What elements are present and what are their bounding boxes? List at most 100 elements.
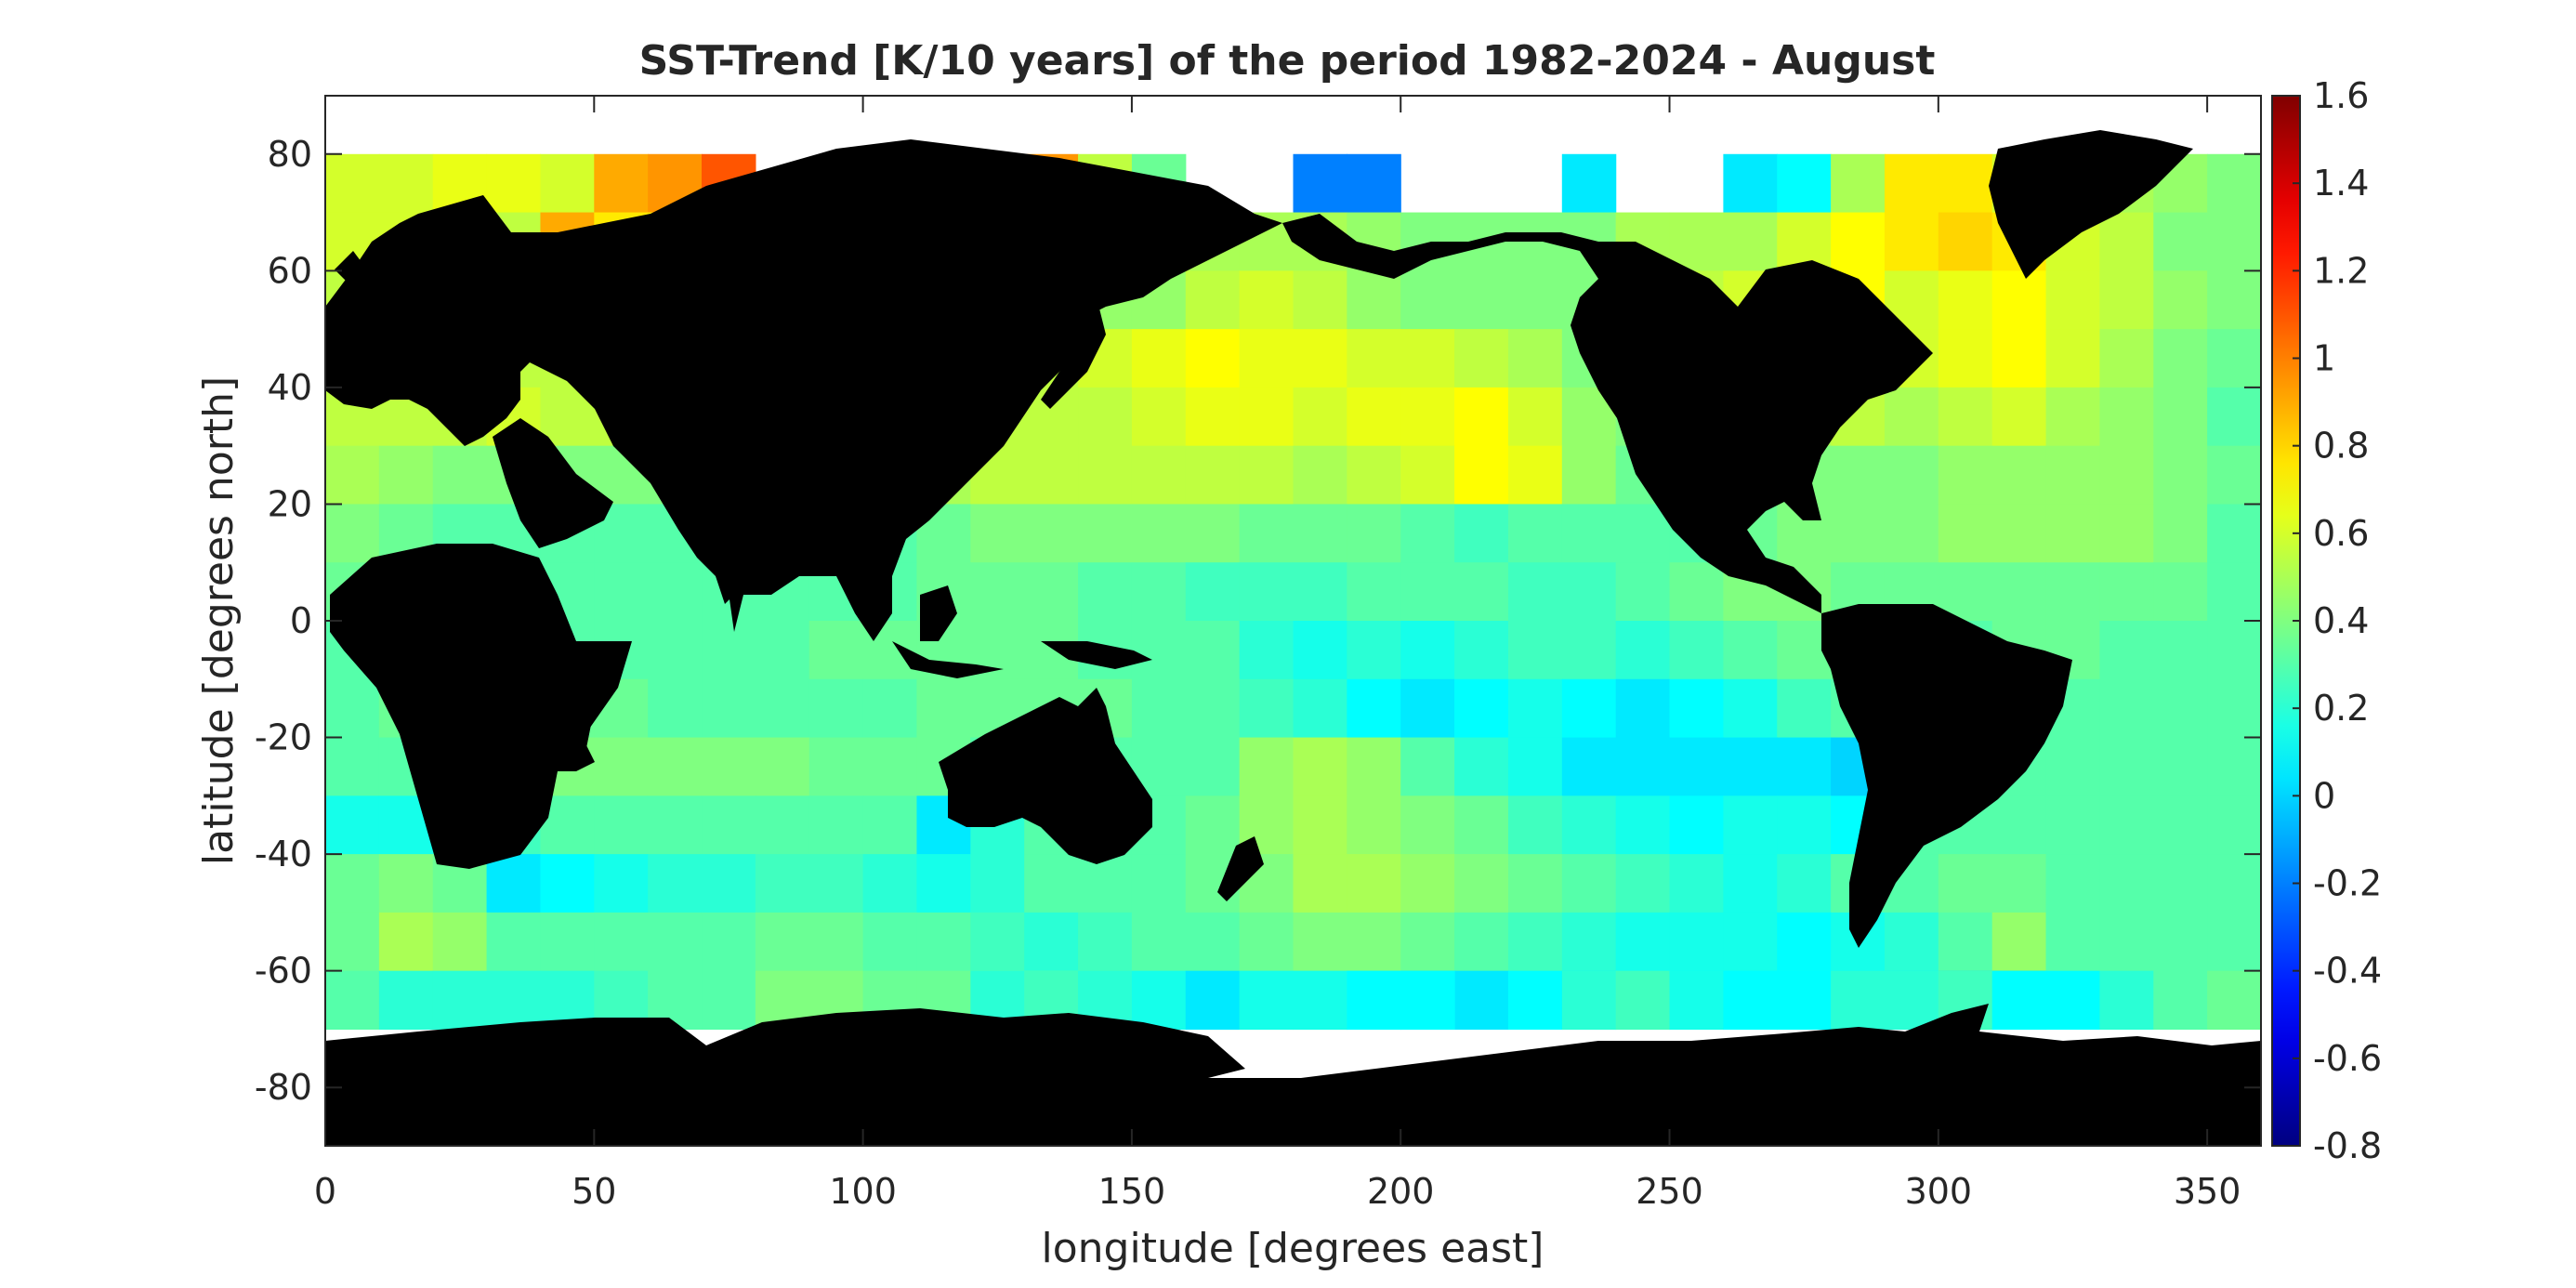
heatmap-cell xyxy=(1884,504,1939,563)
heatmap-cell xyxy=(1185,270,1241,330)
heatmap-cell xyxy=(2207,562,2261,622)
heatmap-cell xyxy=(1777,854,1832,913)
heatmap-cell xyxy=(1185,621,1241,680)
heatmap-cell xyxy=(1347,912,1401,972)
heatmap-cell xyxy=(862,737,918,796)
y-tick-label: 40 xyxy=(268,367,312,408)
heatmap-cell xyxy=(1615,678,1671,739)
heatmap-cell xyxy=(1454,270,1509,330)
heatmap-cell xyxy=(2099,212,2154,271)
heatmap-cell xyxy=(1991,854,2047,913)
heatmap-cell xyxy=(1615,912,1671,972)
heatmap-cell xyxy=(1777,795,1832,855)
x-tick-label: 350 xyxy=(2174,1171,2241,1212)
heatmap-cell xyxy=(1723,737,1778,796)
heatmap-cell xyxy=(1669,621,1724,680)
heatmap-cell xyxy=(2153,912,2208,972)
heatmap-cell xyxy=(1131,445,1187,506)
y-tick-label: -80 xyxy=(255,1067,312,1108)
heatmap-cell xyxy=(1938,212,1993,271)
heatmap-cell xyxy=(916,912,971,972)
heatmap-cell xyxy=(2207,212,2261,271)
heatmap-cell xyxy=(1185,504,1241,563)
land-mask xyxy=(325,130,2261,1146)
y-tick-label: 20 xyxy=(268,483,312,524)
heatmap-cell xyxy=(1078,387,1133,447)
heatmap-cell xyxy=(1400,621,1455,680)
heatmap-cell xyxy=(1777,970,1832,1031)
heatmap-cell xyxy=(2207,795,2261,855)
heatmap-cell xyxy=(1991,445,2047,506)
heatmap-cell xyxy=(1347,737,1401,796)
heatmap-cell xyxy=(2045,854,2101,913)
heatmap-cell xyxy=(1991,970,2047,1031)
heatmap-cell xyxy=(808,795,864,855)
colorbar: 1.6 1.4 1.2 1 0.8 0.6 0.4 0.2 0 -0.2 -0.4 -0.6 -0.8 xyxy=(2271,75,2382,1166)
heatmap-cell xyxy=(1884,970,1939,1031)
heatmap-cell xyxy=(1454,504,1509,563)
heatmap-cell xyxy=(1454,854,1509,913)
heatmap-cell xyxy=(1239,621,1295,680)
heatmap-cell xyxy=(1454,678,1509,739)
heatmap-cell xyxy=(2207,329,2261,388)
heatmap-cell xyxy=(1831,153,1886,214)
heatmap-cell xyxy=(2099,795,2154,855)
heatmap-cell xyxy=(2207,970,2261,1031)
heatmap-cell xyxy=(1347,445,1401,506)
heatmap-cell xyxy=(1723,153,1778,214)
heatmap-cell xyxy=(755,912,810,972)
heatmap-cell xyxy=(2207,153,2261,214)
heatmap-cell xyxy=(1454,737,1509,796)
heatmap-cell xyxy=(862,912,918,972)
heatmap-cell xyxy=(2153,678,2208,739)
heatmap-cell xyxy=(1131,621,1187,680)
heatmap-cell xyxy=(1400,329,1455,388)
colorbar-tick-label: 0.8 xyxy=(2313,426,2369,467)
y-axis-label: latitude [degrees north] xyxy=(195,376,243,865)
heatmap-cell xyxy=(1293,387,1347,447)
heatmap-cell xyxy=(1507,445,1563,506)
heatmap-cell xyxy=(648,795,703,855)
heatmap-cell xyxy=(1024,504,1079,563)
heatmap-cell xyxy=(916,854,971,913)
heatmap-cell xyxy=(1615,854,1671,913)
heatmap-cell xyxy=(1185,912,1241,972)
heatmap-cell xyxy=(1185,562,1241,622)
heatmap-cell xyxy=(1884,445,1939,506)
heatmap-cell xyxy=(325,912,380,972)
heatmap-cell xyxy=(1615,562,1671,622)
heatmap-cell xyxy=(648,737,703,796)
heatmap-cell xyxy=(2153,970,2208,1031)
heatmap-cell xyxy=(1831,504,1886,563)
colorbar-tick-label: 1.6 xyxy=(2313,75,2369,116)
heatmap-cell xyxy=(1561,153,1617,214)
colorbar-tick-label: 1.2 xyxy=(2313,250,2369,291)
heatmap-cell xyxy=(1400,504,1455,563)
heatmap-cell xyxy=(325,445,380,506)
heatmap-cell xyxy=(1454,387,1509,447)
heatmap-cell xyxy=(1507,912,1563,972)
heatmap-cell xyxy=(1507,621,1563,680)
heatmap-cell xyxy=(2207,678,2261,739)
heatmap-cell xyxy=(1239,737,1295,796)
heatmap-cell xyxy=(1400,970,1455,1031)
heatmap-cell xyxy=(1615,504,1671,563)
heatmap-cell xyxy=(2153,504,2208,563)
heatmap-cell xyxy=(594,854,649,913)
heatmap-cell xyxy=(2045,912,2101,972)
heatmap-cell xyxy=(970,504,1025,563)
colorbar-tick-label: 0 xyxy=(2313,775,2335,816)
x-tick-label: 100 xyxy=(829,1171,897,1212)
heatmap-cell xyxy=(2045,270,2101,330)
heatmap-cell xyxy=(2045,387,2101,447)
heatmap-cell xyxy=(2045,737,2101,796)
heatmap-cell xyxy=(1561,445,1617,506)
heatmap-cell xyxy=(2099,621,2154,680)
heatmap-cell xyxy=(1669,970,1724,1031)
heatmap-cell xyxy=(1400,562,1455,622)
heatmap-cell xyxy=(755,678,810,739)
heatmap-cell xyxy=(325,970,380,1031)
heatmap-cell xyxy=(1777,678,1832,739)
heatmap-cell xyxy=(1991,912,2047,972)
